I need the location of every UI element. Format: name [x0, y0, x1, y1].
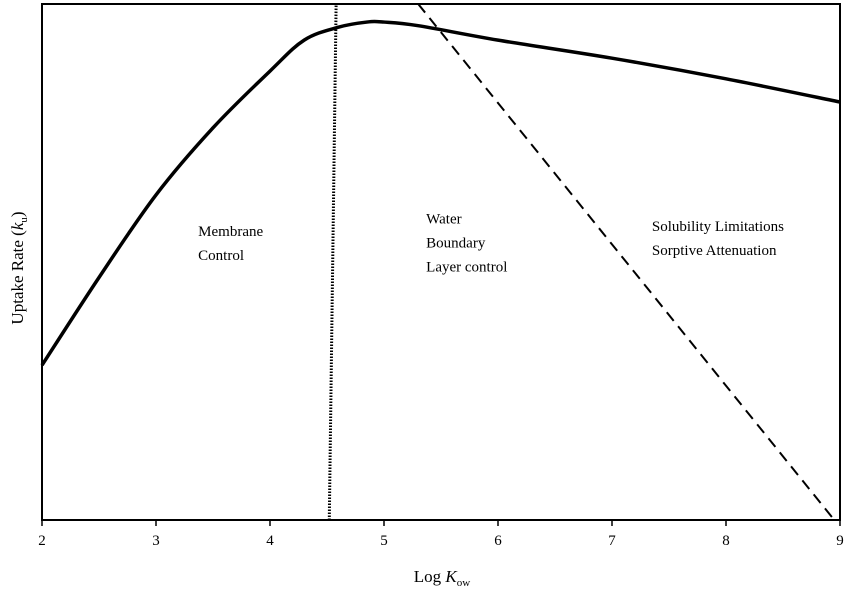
plot-border: [41, 3, 841, 521]
y-axis-title-suffix: ): [8, 211, 27, 217]
x-axis-ticks: 2 3 4 5 6 7 8 9: [38, 520, 844, 549]
series-layer: [40, 3, 841, 521]
region-label-line: Layer control: [426, 259, 507, 275]
x-tick-label-4: 4: [266, 533, 274, 549]
y-axis-title: Uptake Rate (ku): [8, 211, 30, 324]
x-tick-label-7: 7: [608, 533, 616, 549]
region-label-line: Control: [198, 248, 244, 264]
x-tick-label-6: 6: [494, 533, 502, 549]
region-label-line: Water: [426, 211, 461, 227]
y-axis-title-variable: k: [8, 222, 27, 230]
region-label-line: Boundary: [426, 235, 486, 251]
membrane-boundary-dotted-line: [327, 3, 338, 521]
x-axis-title-variable: K: [444, 567, 458, 586]
x-tick-label-3: 3: [152, 533, 160, 549]
x-tick-label-8: 8: [722, 533, 730, 549]
x-axis-title-subscript: ow: [457, 577, 471, 589]
x-axis-title-prefix: Log: [414, 567, 446, 586]
plot-area-frame: [41, 3, 841, 521]
x-axis-title: Log Kow: [414, 567, 470, 589]
y-axis-title-prefix: Uptake Rate (: [8, 230, 27, 325]
region-label-line: Solubility Limitations: [652, 219, 784, 235]
y-axis-title-subscript: u: [18, 217, 30, 223]
x-tick-label-5: 5: [380, 533, 388, 549]
region-annotations: Membrane Control Water Boundary Layer contro…: [198, 211, 784, 275]
region-label-line: Membrane: [198, 224, 263, 240]
region-label-water: Water Boundary Layer control: [426, 211, 507, 275]
region-label-membrane: Membrane Control: [198, 224, 263, 264]
solubility-boundary-dashed-line: [417, 3, 836, 521]
region-label-line: Sorptive Attenuation: [652, 243, 777, 259]
region-label-solubility: Solubility Limitations Sorptive Attenuati…: [652, 219, 784, 259]
uptake-curve: [40, 19, 841, 367]
x-tick-label-2: 2: [38, 533, 46, 549]
x-tick-label-9: 9: [836, 533, 844, 549]
